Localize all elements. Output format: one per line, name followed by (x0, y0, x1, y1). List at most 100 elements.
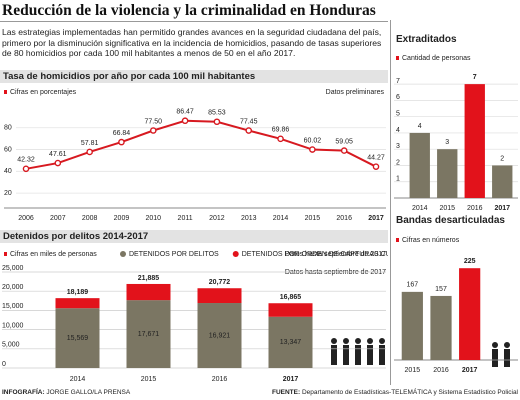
total-label: 20,772 (209, 279, 231, 286)
data-label: 167 (406, 282, 418, 289)
legend-label: DETENIDOS POR DELITOS (129, 251, 219, 258)
total-label: 18,189 (67, 289, 89, 296)
bar (430, 295, 452, 360)
data-label: 85.53 (208, 110, 226, 117)
data-label: 66.84 (113, 130, 131, 137)
point (86, 148, 93, 156)
point (149, 127, 157, 134)
line (25, 119, 377, 170)
x-tick-label: 2016 (433, 367, 449, 374)
label-marker (396, 238, 399, 242)
credit-text: JORGE GALLO/LA PRENSA (46, 389, 131, 396)
point (118, 138, 125, 146)
x-tick-label: 2015 (141, 376, 157, 383)
point (54, 159, 62, 167)
y-tick-label: 5,000 (2, 342, 20, 349)
x-tick-label: 2014 (273, 215, 289, 222)
chart-title: Tasa de homicidios por año por cada 100 … (0, 70, 388, 83)
data-label: 77.45 (240, 118, 258, 125)
people-icons (492, 342, 510, 367)
label-marker (4, 90, 7, 94)
data-label: 157 (435, 286, 447, 293)
y-tick-label: 25,000 (2, 265, 24, 272)
point (372, 163, 380, 170)
people-icons (331, 338, 385, 365)
legend-swatch (232, 251, 239, 257)
x-tick-label: 2014 (70, 376, 86, 383)
x-tick-label: 2007 (50, 215, 66, 222)
gangs-chart: Cifras en números 167 2015 157 2016 225 2017 (394, 237, 518, 374)
x-tick-label: 2006 (18, 215, 34, 222)
x-tick-label: 2014 (412, 205, 428, 212)
source-label: FUENTE: (271, 389, 301, 396)
segment-label: 17,671 (138, 331, 160, 338)
divider (390, 20, 391, 385)
x-tick-label: 2017 (368, 215, 384, 222)
y-tick-label: 5 (396, 111, 400, 118)
data-label: 86.47 (176, 109, 194, 116)
extradition-chart: Cantidad de personas 1 2 3 4 5 6 7 4 2014 3 2015 7 20… (394, 55, 518, 212)
credit-label: INFOGRAFÍA: (2, 389, 45, 396)
y-tick-label: 2 (396, 159, 400, 166)
y-tick-label: 0 (2, 361, 6, 368)
data-label: 59.05 (335, 138, 353, 145)
y-tick-label: 1 (396, 176, 400, 183)
x-tick-label: 2015 (439, 205, 455, 212)
y-tick-label: 10,000 (2, 322, 24, 329)
data-label: 42.32 (17, 157, 35, 164)
data-label: 69.86 (272, 127, 290, 134)
data-label: 225 (464, 258, 476, 265)
x-tick-label: 2017 (462, 367, 478, 374)
label-marker (4, 252, 7, 256)
x-tick-label: 2015 (405, 367, 421, 374)
data-label: 60.02 (304, 137, 322, 144)
bar-segment (197, 288, 242, 304)
x-tick-label: 2013 (241, 215, 257, 222)
y-axis-label: Cifras en porcentajes (10, 89, 77, 96)
bar (437, 149, 458, 198)
bar-segment (268, 316, 313, 368)
bar-segment (197, 303, 242, 368)
segment-label: 13,347 (280, 339, 302, 346)
chart-title: Detenidos por delitos 2014-2017 (0, 230, 388, 243)
y-tick-label: 3 (396, 143, 400, 150)
segment-label: 16,921 (209, 332, 231, 339)
credit: INFOGRAFÍA: JORGE GALLO/LA PRENSA (2, 389, 130, 396)
intro-text: Las estrategias implementadas han permit… (2, 27, 382, 59)
point (245, 127, 253, 134)
homicide-chart: Cifras en porcentajes Datos preliminares 2… (4, 89, 386, 222)
x-tick-label: 2016 (467, 205, 483, 212)
bar-segment (268, 303, 313, 317)
point (277, 135, 284, 143)
bar (459, 268, 481, 360)
point (309, 146, 316, 153)
data-label: 44.27 (367, 155, 385, 162)
y-axis-label: Cantidad de personas (402, 55, 471, 62)
x-tick-label: 2015 (305, 215, 321, 222)
detainee-chart: Cifras en miles de personas Datos hasta s… (2, 251, 388, 383)
y-tick-label: 80 (4, 125, 12, 132)
note: Datos hasta septiembre de 2017 (285, 251, 386, 258)
data-label: 7 (473, 74, 477, 81)
bar (464, 84, 485, 198)
x-tick-label: 2016 (212, 376, 228, 383)
chart-title: Extraditados (393, 33, 520, 46)
total-label: 16,865 (280, 294, 302, 301)
bar-segment (126, 283, 171, 301)
y-tick-label: 7 (396, 78, 400, 85)
bar-segment (126, 300, 171, 368)
bar (492, 165, 513, 198)
note: Datos preliminares (326, 89, 385, 96)
y-tick-label: 15,000 (2, 303, 24, 310)
x-tick-label: 2010 (145, 215, 161, 222)
legend-swatch (120, 251, 126, 257)
legend-label: DETENIDOS POR ORDEN DE CAPTURAS CUMPLIDA… (242, 251, 388, 258)
y-tick-label: 20,000 (2, 284, 24, 291)
data-label: 77.50 (145, 118, 163, 125)
chart-title: Bandas desarticuladas (393, 214, 520, 227)
label-marker (396, 56, 399, 60)
bar-segment (55, 308, 100, 368)
data-label: 4 (418, 123, 422, 130)
y-tick-label: 20 (4, 190, 12, 197)
x-tick-label: 2016 (336, 215, 352, 222)
